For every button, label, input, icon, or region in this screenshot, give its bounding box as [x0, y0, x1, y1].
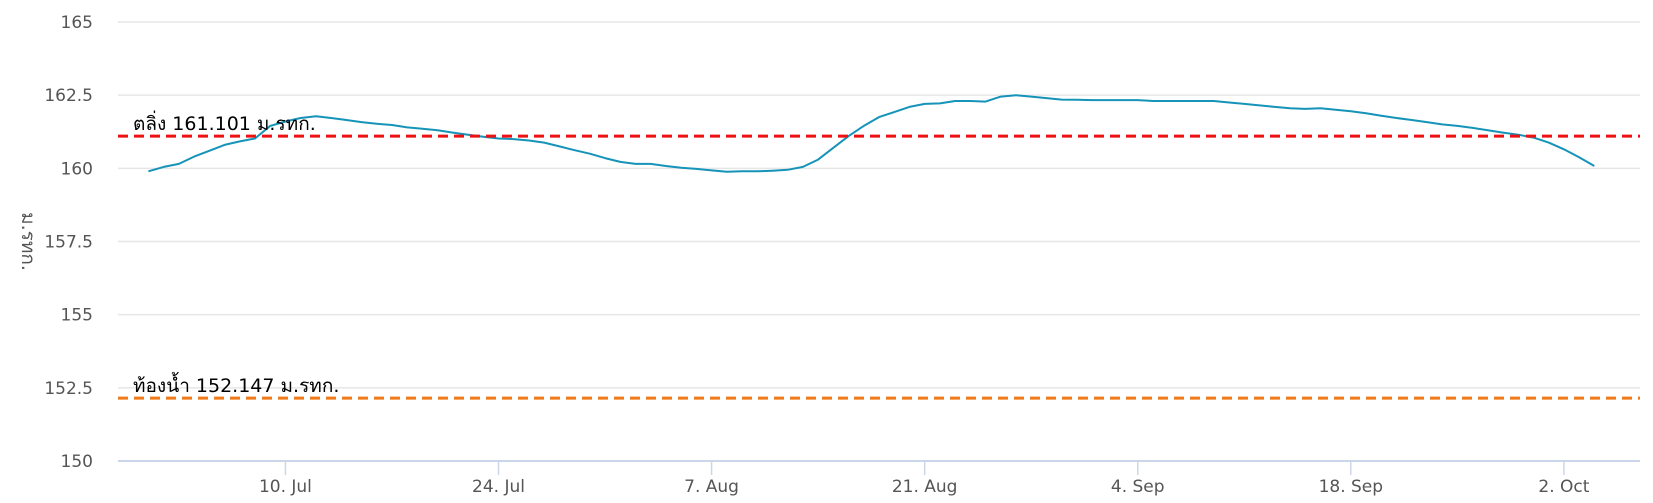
y-tick-label: 155: [61, 306, 93, 326]
x-tick-label: 7. Aug: [684, 477, 739, 497]
y-axis-title: ม.รทก.: [17, 212, 39, 271]
y-tick-label: 160: [61, 159, 93, 179]
reference-lines: ตลิ่ง 161.101 ม.รทก. ท้องน้ำ 152.147 ม.รท…: [118, 110, 1640, 400]
water-level-line: [148, 94, 1595, 173]
series-layer: [148, 94, 1595, 173]
y-tick-label: 162.5: [44, 86, 93, 106]
bank-level-label: ตลิ่ง 161.101 ม.รทก.: [133, 110, 316, 135]
y-tick-label: 157.5: [44, 233, 93, 253]
x-tick-label: 10. Jul: [259, 477, 312, 497]
riverbed-level-label: ท้องน้ำ 152.147 ม.รทก.: [133, 372, 339, 397]
x-tick-label: 18. Sep: [1319, 477, 1383, 497]
y-axis-ticks: 150 152.5 155 157.5 160 162.5 165: [44, 13, 93, 472]
y-tick-label: 165: [61, 13, 93, 33]
x-axis: 10. Jul 24. Jul 7. Aug 21. Aug 4. Sep 18. Sep…: [118, 460, 1640, 497]
y-tick-label: 152.5: [44, 379, 93, 399]
x-tick-label: 2. Oct: [1538, 477, 1589, 497]
grid-lines: [118, 21, 1640, 389]
y-tick-label: 150: [61, 452, 93, 472]
x-tick-label: 24. Jul: [472, 477, 525, 497]
x-tick-label: 4. Sep: [1111, 477, 1165, 497]
x-tick-label: 21. Aug: [892, 477, 958, 497]
